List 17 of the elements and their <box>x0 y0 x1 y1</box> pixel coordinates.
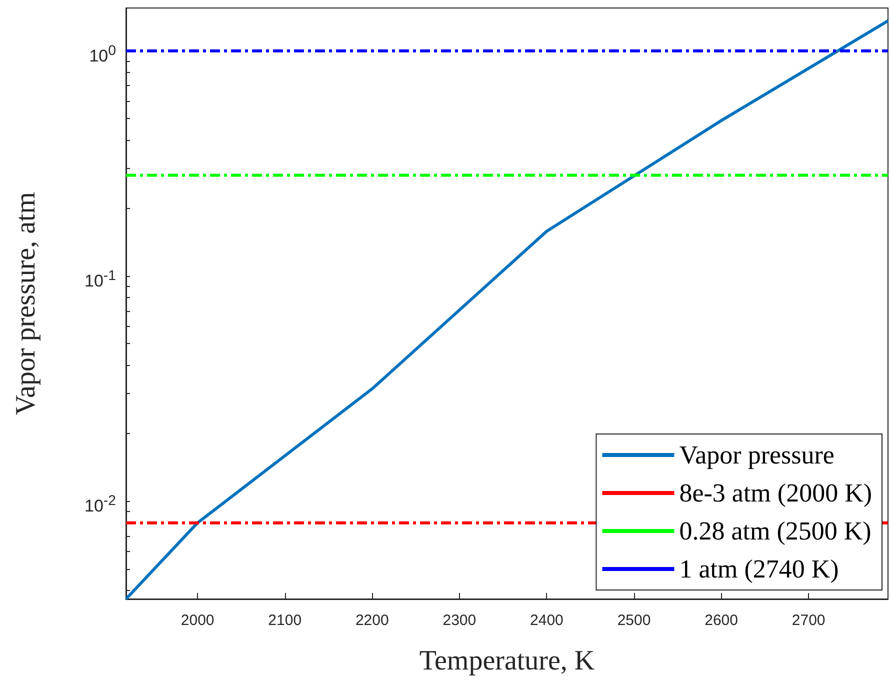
y-tick-label: 10$^{-1}$ <box>84 266 116 291</box>
x-tick-label: 2700 <box>792 612 826 629</box>
legend-label: 0.28 atm (2500 K) <box>679 516 872 546</box>
x-tick-label: 2000 <box>180 612 214 629</box>
x-tick-label: 2600 <box>704 612 738 629</box>
x-tick-label: 2100 <box>268 612 302 629</box>
x-tick-label: 2500 <box>617 612 651 629</box>
y-axis-title: Vapor pressure, atm <box>10 192 42 416</box>
y-tick-label: 10$^{0}$ <box>89 42 116 66</box>
x-tick-label: 2300 <box>442 612 476 629</box>
legend-label: Vapor pressure <box>679 440 834 470</box>
x-axis-title: Temperature, K <box>419 646 595 676</box>
x-tick-label: 2200 <box>355 612 389 629</box>
y-tick-label: 10$^{-2}$ <box>84 492 116 516</box>
x-tick-label: 2400 <box>530 612 564 629</box>
legend-label: 1 atm (2740 K) <box>679 554 839 584</box>
legend-label: 8e-3 atm (2000 K) <box>679 478 872 508</box>
